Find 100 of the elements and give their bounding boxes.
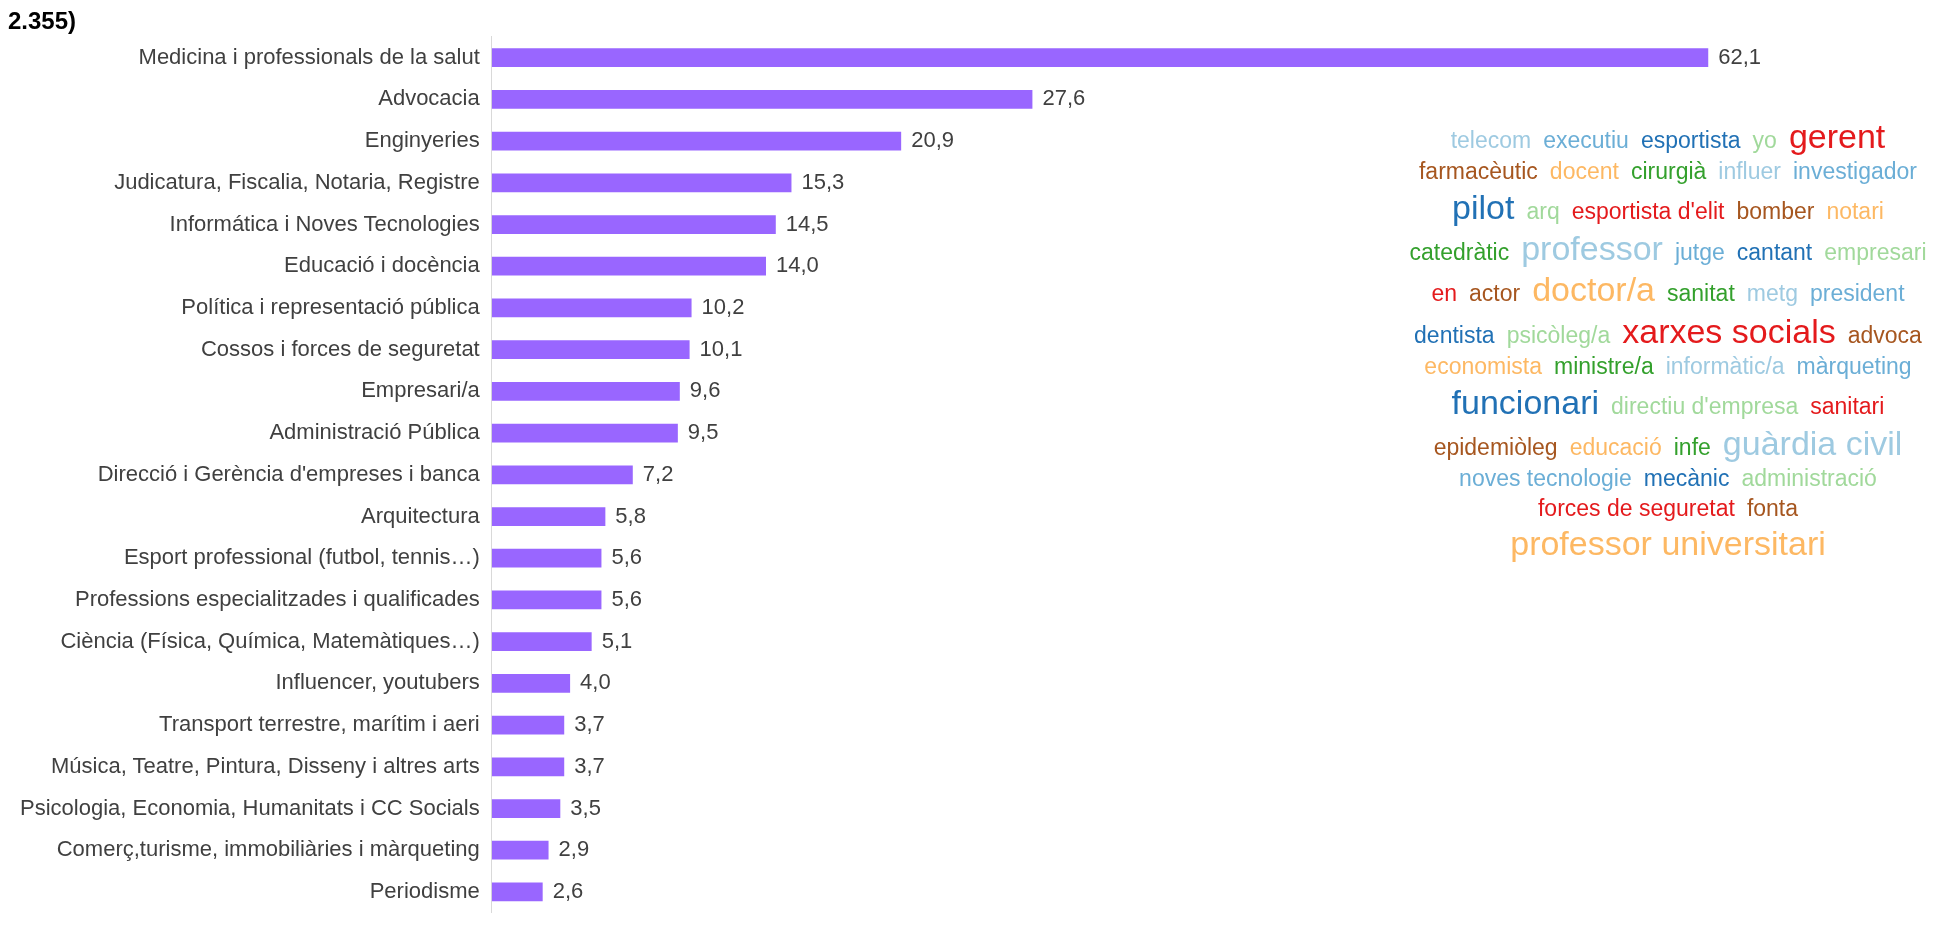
- bar: [491, 381, 680, 401]
- data-label: 5,6: [611, 586, 643, 612]
- text: notari: [1826, 197, 1884, 224]
- bar: [491, 89, 1033, 109]
- bar: [491, 256, 766, 276]
- y-tick-label: Medicina i professionals de la salut: [138, 43, 480, 69]
- annotation: ministre/a: [1553, 353, 1654, 380]
- annotation: xarxes socials: [1622, 311, 1836, 351]
- y-tick-label: Informática i Noves Tecnologies: [169, 210, 480, 236]
- text: administració: [1741, 465, 1877, 492]
- data-label: 3,5: [570, 794, 601, 820]
- data-label: 2,9: [558, 836, 590, 862]
- annotation: esportista: [1640, 127, 1741, 154]
- bar: [491, 840, 549, 860]
- annotation: en: [1431, 280, 1458, 307]
- bar: [491, 465, 633, 485]
- annotation: dentista: [1414, 321, 1495, 349]
- y-tick-label: Advocacia: [378, 85, 481, 111]
- bar: [491, 673, 571, 693]
- annotation: arq: [1526, 197, 1560, 224]
- annotation: economista: [1424, 353, 1542, 380]
- data-label: 4,0: [580, 669, 611, 695]
- y-tick-label: Esport professional (futbol, tennis…): [123, 544, 480, 570]
- annotation: professor universitari: [1510, 523, 1826, 563]
- annotation: pilot: [1452, 187, 1515, 227]
- text: president: [1809, 280, 1905, 307]
- data-label: 15,3: [801, 168, 845, 194]
- annotation: jutge: [1674, 239, 1725, 266]
- y-tick-label: Empresari/a: [361, 377, 481, 403]
- text: investigador: [1792, 158, 1918, 185]
- annotation: funcionari: [1451, 382, 1600, 421]
- y-tick-label: Comerç,turisme, immobiliàries i màrqueting: [56, 836, 480, 862]
- bar: [491, 799, 561, 818]
- y-tick-label: Educació i docència: [284, 252, 481, 278]
- annotation: educació: [1569, 433, 1662, 461]
- bar: [491, 715, 565, 735]
- annotation: professor: [1521, 229, 1663, 268]
- data-label: 14,5: [785, 210, 829, 236]
- annotation: infe: [1673, 433, 1711, 461]
- y-tick-label: Enginyeries: [364, 127, 480, 153]
- data-label: 3,7: [574, 711, 605, 737]
- annotation: esportista d'elit: [1571, 197, 1725, 224]
- text: empresari: [1824, 239, 1927, 266]
- annotation: actor: [1469, 280, 1521, 307]
- y-tick-label: Psicologia, Economia, Humanitats i CC Socials: [19, 794, 480, 820]
- text: yo: [1752, 127, 1777, 154]
- text: sanitari: [1810, 392, 1885, 419]
- bar: [491, 548, 602, 568]
- bar: [491, 757, 565, 777]
- annotation: telecom: [1450, 127, 1532, 154]
- bar: [491, 215, 776, 234]
- y-tick-label: Transport terrestre, marítim i aeri: [159, 711, 480, 737]
- annotation: doctor/a: [1532, 270, 1656, 309]
- text: 2.355): [8, 7, 77, 35]
- data-label: 5,6: [611, 544, 643, 570]
- data-label: 5,1: [601, 627, 633, 653]
- text: bomber: [1736, 197, 1815, 224]
- text: guàrdia civil: [1722, 423, 1903, 463]
- bar: [491, 173, 792, 193]
- bar: [491, 882, 543, 902]
- data-label: 62,1: [1718, 43, 1762, 69]
- text: gerent: [1788, 117, 1886, 156]
- data-label: 27,6: [1042, 85, 1086, 111]
- annotation: forces de seguretat: [1537, 494, 1735, 521]
- text: cantant: [1736, 239, 1813, 266]
- annotation: noves tecnologie: [1459, 465, 1632, 492]
- bar: [491, 298, 692, 318]
- annotation: mecànic: [1643, 465, 1730, 492]
- annotation: farmacèutic: [1418, 158, 1538, 185]
- y-tick-label: Influencer, youtubers: [275, 669, 480, 695]
- y-tick-label: Administració Pública: [269, 419, 481, 445]
- annotation: psicòleg/a: [1506, 321, 1611, 349]
- annotation: catedràtic: [1409, 239, 1510, 266]
- data-label: 7,2: [642, 460, 674, 486]
- y-tick-label: Arquitectura: [361, 502, 481, 528]
- annotation: docent: [1549, 158, 1619, 185]
- text: metg: [1746, 280, 1798, 307]
- bar: [491, 590, 602, 610]
- annotation: sanitat: [1667, 280, 1735, 307]
- bar: [491, 507, 606, 526]
- text: advoca: [1847, 321, 1922, 349]
- bar: [491, 423, 678, 443]
- data-label: 3,7: [574, 752, 605, 778]
- y-tick-label: Política i representació pública: [181, 294, 481, 320]
- bar: [491, 340, 690, 360]
- text: fonta: [1746, 494, 1799, 521]
- data-label: 5,8: [615, 502, 646, 528]
- y-tick-label: Direcció i Gerència d'empreses i banca: [97, 460, 481, 486]
- data-label: 14,0: [776, 252, 819, 278]
- bar: [491, 131, 902, 151]
- data-label: 10,1: [699, 335, 743, 361]
- y-tick-label: Periodisme: [369, 878, 480, 904]
- annotation: executiu: [1543, 127, 1629, 154]
- annotation: directiu d'empresa: [1611, 392, 1799, 419]
- y-tick-label: Professions especialitzades i qualificades: [74, 586, 480, 612]
- y-tick-label: Ciència (Física, Química, Matemàtiques…): [60, 627, 480, 653]
- annotation: cirurgià: [1630, 158, 1707, 185]
- bar: [491, 632, 592, 652]
- data-label: 20,9: [911, 127, 954, 153]
- y-tick-label: Judicatura, Fiscalia, Notaria, Registre: [114, 168, 480, 194]
